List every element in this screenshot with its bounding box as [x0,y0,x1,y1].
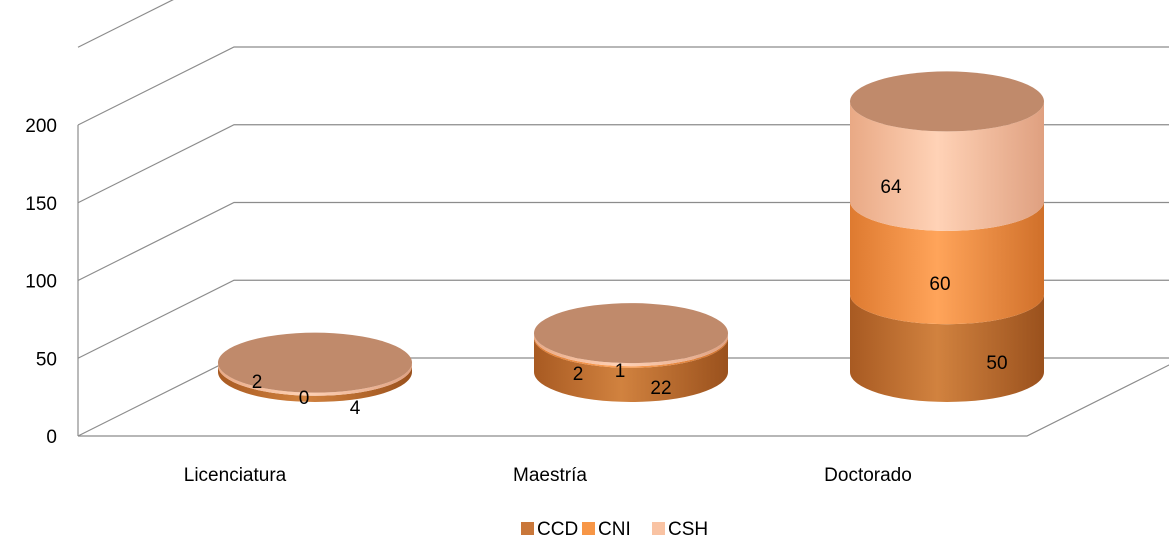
data-label: 2 [252,372,263,393]
bar-ccd [534,337,728,402]
data-label: 50 [986,353,1007,374]
gridline [77,46,1169,126]
data-label: 2 [573,364,584,385]
legend-item: CNI [598,519,631,540]
gridline [77,0,174,48]
bar-csh [849,101,1044,231]
y-tick-label: 100 [25,272,57,293]
data-label: 4 [350,398,361,419]
bar-top [218,332,412,393]
bar-cni [849,200,1044,325]
x-axis: Licenciatura Maestría Doctorado [184,465,912,486]
y-tick-label: 0 [46,427,57,448]
y-tick-label: 150 [25,194,57,215]
legend: CCD CNI CSH [521,519,708,540]
legend-item: CSH [668,519,708,540]
data-label: 60 [929,274,950,295]
x-tick-label: Doctorado [824,465,912,486]
bar-top [534,303,728,364]
plot-area [218,71,1044,402]
legend-swatch [652,522,665,535]
data-label: 0 [299,388,310,409]
legend-swatch [521,522,534,535]
data-label: 1 [615,361,626,382]
bar-ccd [218,365,412,402]
legend-item: CCD [537,519,578,540]
bar-ccd [850,294,1044,402]
x-tick-label: Maestría [513,465,587,486]
y-axis: 0 50 100 150 200 [25,116,79,448]
y-tick-label: 200 [25,116,57,137]
data-label: 64 [880,177,902,198]
legend-swatch [582,522,595,535]
bar-top [850,71,1044,132]
chart-grid [77,0,1169,437]
x-tick-label: Licenciatura [184,465,287,486]
y-tick-label: 50 [36,349,57,370]
floor-edge [78,364,1169,437]
data-label: 22 [650,378,671,399]
